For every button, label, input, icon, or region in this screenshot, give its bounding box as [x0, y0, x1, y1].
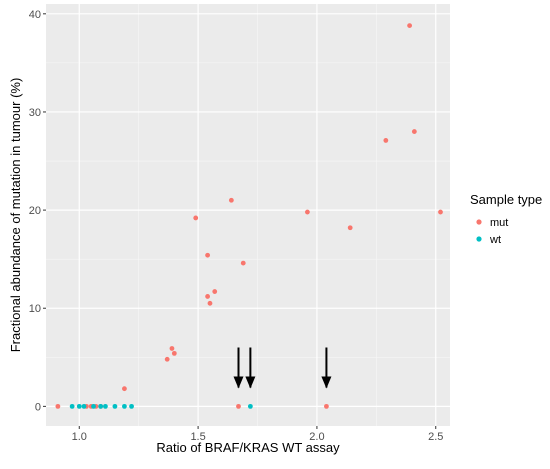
- data-point-mut: [212, 289, 218, 294]
- data-point-wt: [81, 403, 87, 409]
- data-point-mut: [169, 346, 175, 351]
- data-point-mut: [171, 350, 177, 356]
- data-point-mut: [438, 209, 443, 215]
- legend-key-wt: [476, 236, 482, 242]
- data-point-mut: [207, 300, 213, 306]
- data-point-mut: [205, 252, 211, 258]
- legend: Sample type mut wt: [470, 192, 542, 246]
- data-points: [55, 23, 443, 409]
- y-tick-label: 0: [35, 401, 41, 413]
- data-point-mut: [324, 403, 329, 409]
- data-point-mut: [55, 403, 61, 409]
- data-point-wt: [122, 403, 127, 409]
- y-tick-label: 40: [29, 9, 41, 21]
- data-point-mut: [240, 260, 246, 266]
- data-point-mut: [347, 225, 353, 231]
- axes: 1.0 1.5 2.0 2.5 0 10 20 30 40: [29, 9, 444, 443]
- data-point-mut: [236, 403, 241, 409]
- x-tick-label: 2.0: [309, 431, 324, 443]
- x-axis-label: Ratio of BRAF/KRAS WT assay: [156, 440, 340, 455]
- data-point-wt: [247, 403, 253, 409]
- data-point-wt: [103, 403, 108, 409]
- data-point-mut: [193, 215, 199, 221]
- legend-label-mut: mut: [490, 217, 508, 229]
- legend-key-mut: [476, 219, 482, 225]
- x-tick-label: 1.5: [190, 431, 205, 443]
- data-point-wt: [98, 403, 104, 409]
- data-point-mut: [122, 386, 127, 392]
- data-point-wt: [112, 403, 118, 409]
- y-tick-label: 30: [29, 107, 41, 119]
- data-point-mut: [411, 129, 417, 134]
- data-point-mut: [407, 23, 412, 28]
- data-point-mut: [228, 197, 234, 203]
- data-point-wt: [129, 403, 134, 409]
- data-point-mut: [305, 209, 310, 215]
- legend-title: Sample type: [470, 192, 542, 207]
- data-point-mut: [383, 138, 389, 143]
- legend-label-wt: wt: [489, 234, 501, 246]
- y-tick-label: 10: [29, 303, 41, 315]
- y-axis-label: Fractional abundance of mutation in tumo…: [8, 78, 23, 353]
- x-tick-label: 2.5: [428, 431, 443, 443]
- data-point-wt: [91, 403, 96, 409]
- annotation-arrows: [233, 347, 332, 389]
- data-point-mut: [205, 294, 211, 299]
- x-tick-label: 1.0: [72, 431, 87, 443]
- data-point-mut: [164, 356, 170, 362]
- plot-panel: [46, 4, 450, 426]
- data-point-wt: [69, 403, 75, 409]
- y-tick-label: 20: [29, 205, 41, 217]
- legend-items: mut wt: [476, 217, 508, 246]
- data-point-wt: [76, 403, 82, 409]
